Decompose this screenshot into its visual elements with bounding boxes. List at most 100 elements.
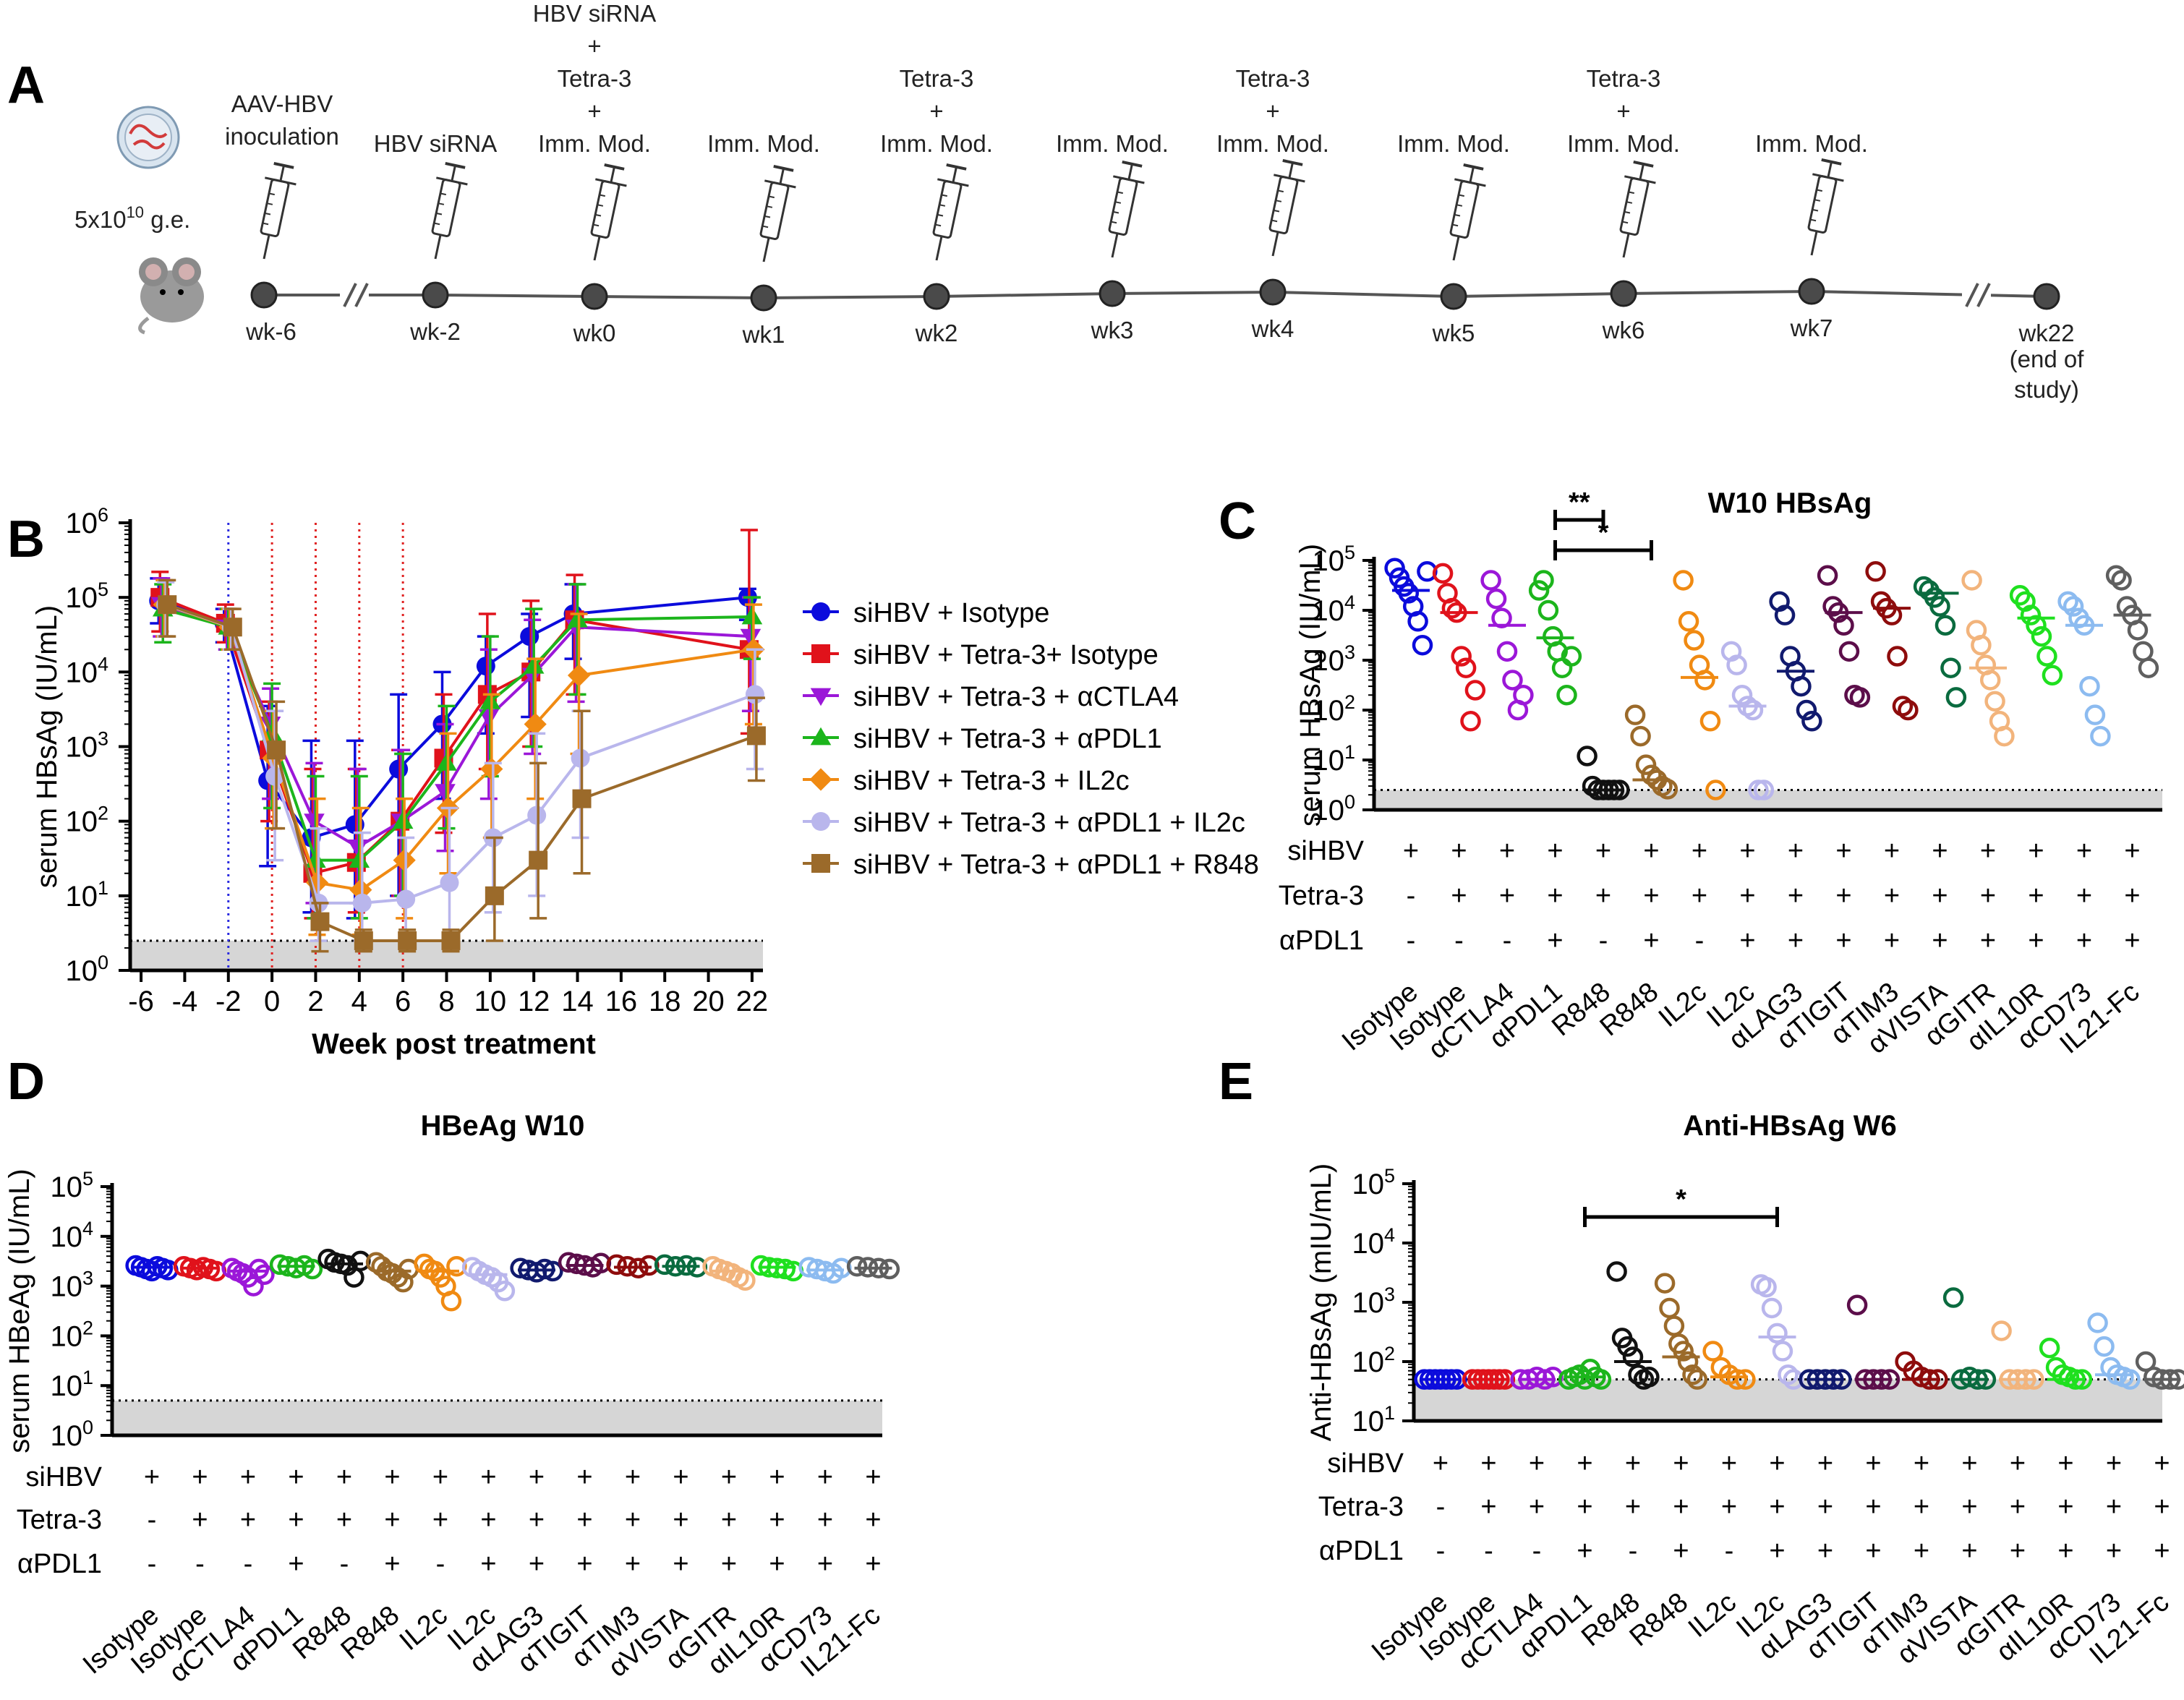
condition-sign: + <box>673 1462 688 1492</box>
data-point <box>1881 605 1903 625</box>
data-point <box>811 854 830 873</box>
y-tick-label: 102 <box>1352 1343 1395 1378</box>
data-point <box>1398 583 1420 604</box>
event-label: + <box>929 98 943 124</box>
data-point <box>1678 611 1699 632</box>
syringe-plunger <box>1288 162 1294 179</box>
data-point <box>354 931 373 950</box>
data-point <box>1774 605 1796 625</box>
data-point <box>396 889 416 909</box>
syringe-mark <box>1814 199 1821 202</box>
syringe-flange <box>1274 174 1305 183</box>
axis-break-mark <box>354 283 369 307</box>
condition-row-label: αPDL1 <box>17 1549 102 1579</box>
condition-sign: + <box>1788 836 1804 866</box>
data-point <box>1659 1297 1680 1319</box>
x-tick-label: -6 <box>128 986 154 1017</box>
data-point <box>440 1291 462 1312</box>
x-tick-label: 10 <box>474 986 507 1017</box>
syringe-plunger <box>451 165 456 181</box>
panel-letter-a: A <box>7 56 45 114</box>
syringe-mark <box>1111 221 1117 224</box>
data-point <box>1849 687 1871 708</box>
group-points <box>173 1255 227 1282</box>
syringe-icon <box>759 165 796 262</box>
condition-sign: + <box>2076 881 2092 911</box>
condition-sign: - <box>195 1549 205 1579</box>
data-point <box>810 727 832 746</box>
data-point <box>1513 684 1534 706</box>
condition-sign: - <box>1454 926 1464 956</box>
timepoint-dot <box>923 283 950 310</box>
condition-sign: + <box>1451 881 1467 911</box>
data-point <box>1971 634 1992 656</box>
syringe-icon <box>590 163 627 261</box>
timepoint-label: wk-6 <box>245 318 297 345</box>
legend: siHBV + Isotype siHBV + Tetra-3+ Isotype s… <box>803 598 1259 880</box>
syringe-plunger-head <box>1821 158 1842 166</box>
group-points <box>269 1254 323 1280</box>
data-point <box>1460 711 1481 732</box>
syringe-barrel <box>932 180 963 239</box>
event-label: + <box>1266 98 1279 124</box>
y-tick-label: 104 <box>50 1218 93 1253</box>
data-point <box>811 644 830 663</box>
data-point <box>352 893 372 913</box>
data-point <box>223 618 242 637</box>
condition-sign: + <box>1739 836 1755 866</box>
data-point <box>2090 725 2111 747</box>
data-point <box>1533 570 1554 591</box>
data-point <box>527 806 547 825</box>
condition-sign: + <box>865 1505 881 1535</box>
syringe-mark <box>1271 219 1278 223</box>
series <box>152 583 763 920</box>
group-points <box>2039 1337 2093 1390</box>
syringe-mark <box>1112 210 1119 214</box>
x-tick-label: 0 <box>264 986 280 1017</box>
group-points <box>1606 1261 1660 1390</box>
group-points <box>702 1255 756 1291</box>
timeline-line <box>264 289 2047 300</box>
event-label: Tetra-3 <box>558 65 632 92</box>
condition-sign: + <box>288 1505 304 1535</box>
group-points <box>654 1254 708 1278</box>
data-point <box>494 1281 516 1302</box>
timepoint-dot <box>1440 283 1467 310</box>
condition-sign: + <box>769 1549 785 1579</box>
data-point <box>1641 764 1662 786</box>
group-points <box>1865 561 1919 721</box>
condition-sign: + <box>1769 1492 1785 1522</box>
data-point <box>1833 615 1854 636</box>
y-axis-title: serum HBsAg (IU/mL) <box>31 605 63 888</box>
group-points <box>125 1255 179 1282</box>
panel-b-line-chart: 100 101 102 103 104 105 106 -6 -4 -2 0 2 4 6 8 10 12 14 16… <box>31 504 1259 1060</box>
syringe-flange <box>436 176 468 186</box>
legend-entry: siHBV + Isotype <box>853 598 1049 628</box>
syringe-barrel <box>590 180 620 239</box>
syringe-mark <box>939 204 946 207</box>
data-point <box>1606 1261 1627 1282</box>
syringe-icon <box>1807 158 1844 256</box>
chart-title: HBeAg W10 <box>421 1110 585 1142</box>
y-tick-label: 104 <box>1312 591 1355 627</box>
condition-sign: + <box>1980 881 1996 911</box>
condition-sign: + <box>2076 926 2092 956</box>
dose-label: 5x1010 g.e. <box>74 203 190 233</box>
syringe-needle <box>434 234 442 260</box>
x-tick-label: -4 <box>172 986 198 1017</box>
condition-sign: + <box>2028 881 2044 911</box>
condition-sign: + <box>2124 881 2140 911</box>
virus-icon <box>116 106 180 169</box>
syringe-plunger <box>1827 161 1833 178</box>
data-point <box>1480 570 1501 591</box>
syringe-mark <box>762 225 769 228</box>
syringe-mark <box>1458 194 1465 197</box>
data-point <box>2087 1312 2108 1333</box>
data-point <box>1991 1320 2012 1341</box>
condition-sign: + <box>1817 1448 1833 1479</box>
data-point <box>1942 1287 1964 1308</box>
condition-sign: + <box>1865 1448 1881 1479</box>
data-point <box>567 664 591 687</box>
condition-sign: + <box>576 1462 592 1492</box>
condition-sign: + <box>817 1549 833 1579</box>
